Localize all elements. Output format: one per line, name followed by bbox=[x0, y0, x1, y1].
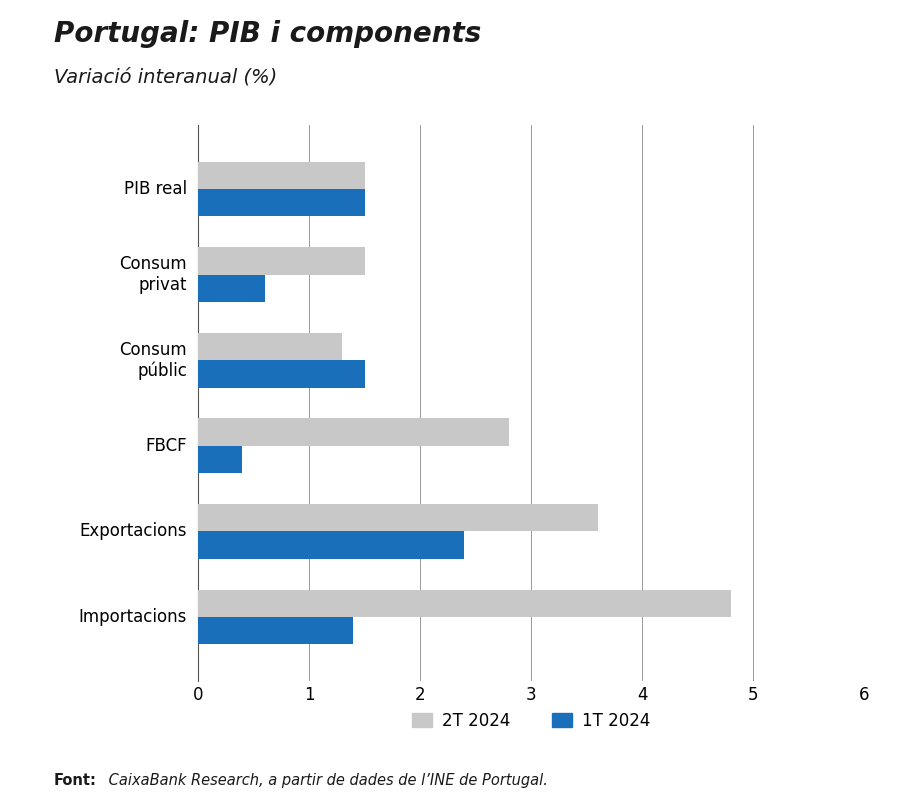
Bar bbox=[198, 275, 265, 302]
Legend: 2T 2024, 1T 2024: 2T 2024, 1T 2024 bbox=[405, 705, 657, 737]
Bar bbox=[198, 360, 364, 388]
Text: Variació interanual (%): Variació interanual (%) bbox=[54, 68, 277, 87]
Text: CaixaBank Research, a partir de dades de l’INE de Portugal.: CaixaBank Research, a partir de dades de… bbox=[104, 773, 547, 788]
Bar bbox=[198, 617, 354, 644]
Bar bbox=[198, 418, 508, 446]
Bar bbox=[198, 333, 342, 360]
Bar bbox=[198, 446, 242, 473]
Text: Portugal: PIB i components: Portugal: PIB i components bbox=[54, 20, 482, 48]
Bar bbox=[198, 189, 364, 217]
Text: Font:: Font: bbox=[54, 773, 97, 788]
Bar bbox=[198, 162, 364, 189]
Bar bbox=[198, 589, 731, 617]
Bar bbox=[198, 531, 464, 559]
Bar bbox=[198, 247, 364, 275]
Bar bbox=[198, 504, 598, 531]
